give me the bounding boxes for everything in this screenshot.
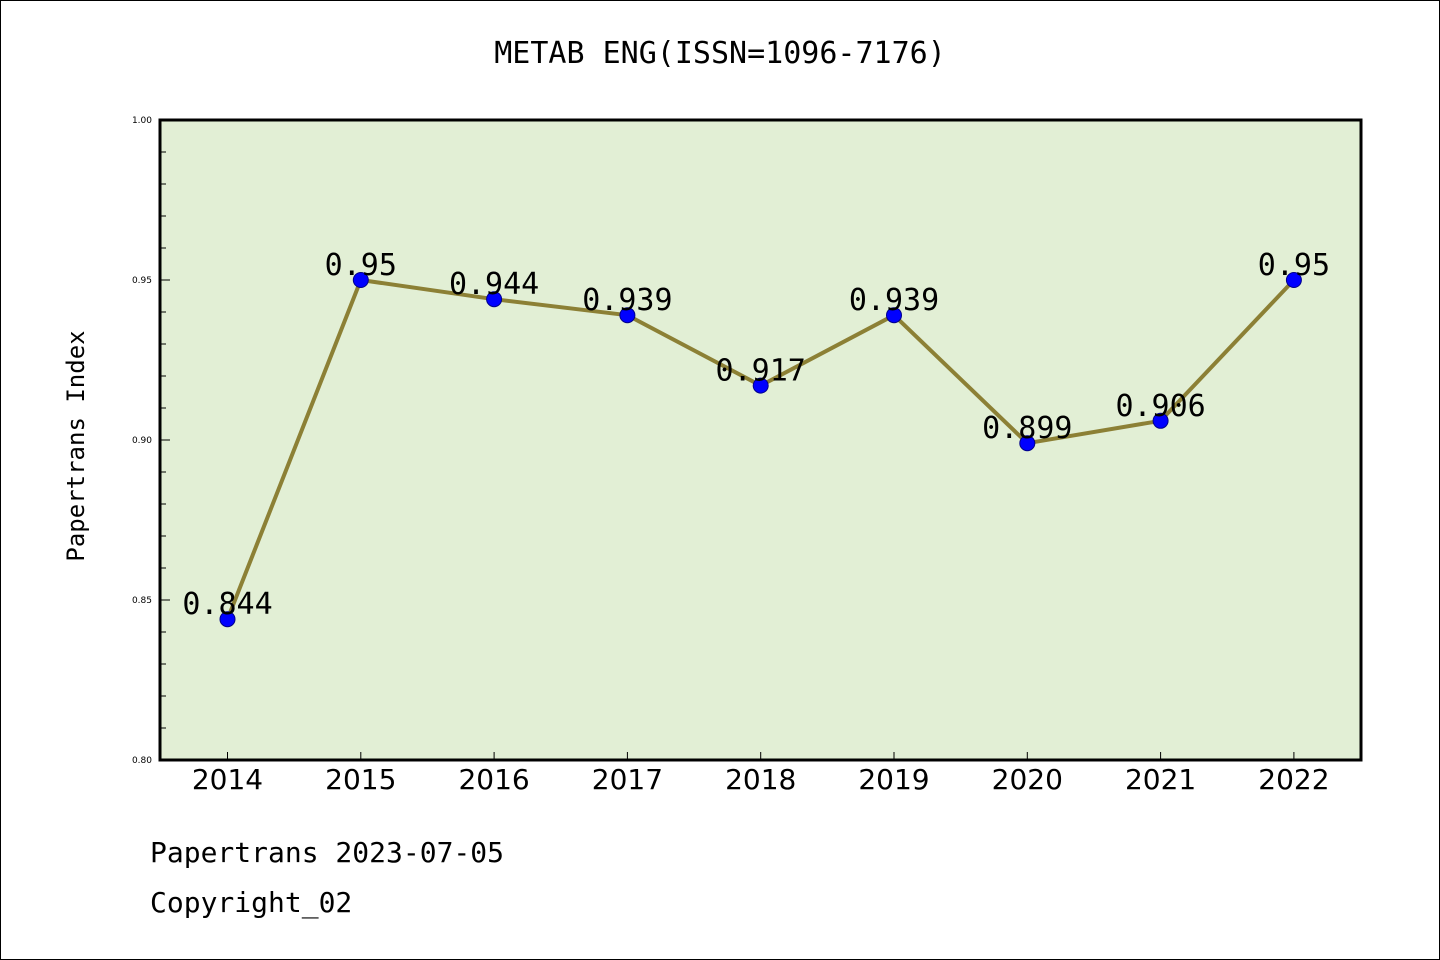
data-label: 0.917 xyxy=(716,354,806,389)
y-axis-label: Papertrans Index xyxy=(62,330,90,562)
footer-copyright-line: Copyright_02 xyxy=(150,886,353,919)
data-label: 0.844 xyxy=(182,587,272,622)
plot-area xyxy=(160,120,1361,760)
y-tick-label: 0.80 xyxy=(132,756,152,766)
data-point xyxy=(219,611,236,628)
data-point xyxy=(1152,412,1169,429)
y-tick-label: 0.90 xyxy=(132,436,152,446)
x-tick-label: 2020 xyxy=(992,763,1063,796)
data-point xyxy=(752,377,769,394)
x-tick-label: 2019 xyxy=(858,763,929,796)
data-label: 0.95 xyxy=(325,248,397,283)
y-tick-label: 1.00 xyxy=(132,116,152,126)
data-label: 0.899 xyxy=(982,411,1072,446)
x-tick-label: 2015 xyxy=(325,763,396,796)
footer-date-line: Papertrans 2023-07-05 xyxy=(150,836,505,869)
plot-border xyxy=(158,118,1363,762)
data-point xyxy=(619,307,636,324)
chart-title: METAB ENG(ISSN=1096-7176) xyxy=(494,36,946,71)
data-point xyxy=(1019,435,1036,452)
x-tick-label: 2018 xyxy=(725,763,796,796)
data-point xyxy=(886,307,902,324)
data-label: 0.95 xyxy=(1258,248,1330,283)
y-tick-label: 0.95 xyxy=(132,276,152,286)
data-label: 0.944 xyxy=(449,267,539,302)
data-point xyxy=(1285,272,1302,288)
data-point xyxy=(486,291,503,308)
data-label: 0.939 xyxy=(582,283,672,318)
y-tick-label: 0.85 xyxy=(132,596,152,606)
data-label: 0.939 xyxy=(849,283,939,318)
x-tick-label: 2022 xyxy=(1258,763,1329,796)
data-point xyxy=(352,272,369,288)
x-tick-label: 2014 xyxy=(192,763,263,796)
x-tick-label: 2017 xyxy=(592,763,663,796)
x-tick-label: 2021 xyxy=(1125,763,1196,796)
data-label: 0.906 xyxy=(1115,389,1205,424)
x-tick-label: 2016 xyxy=(458,763,529,796)
